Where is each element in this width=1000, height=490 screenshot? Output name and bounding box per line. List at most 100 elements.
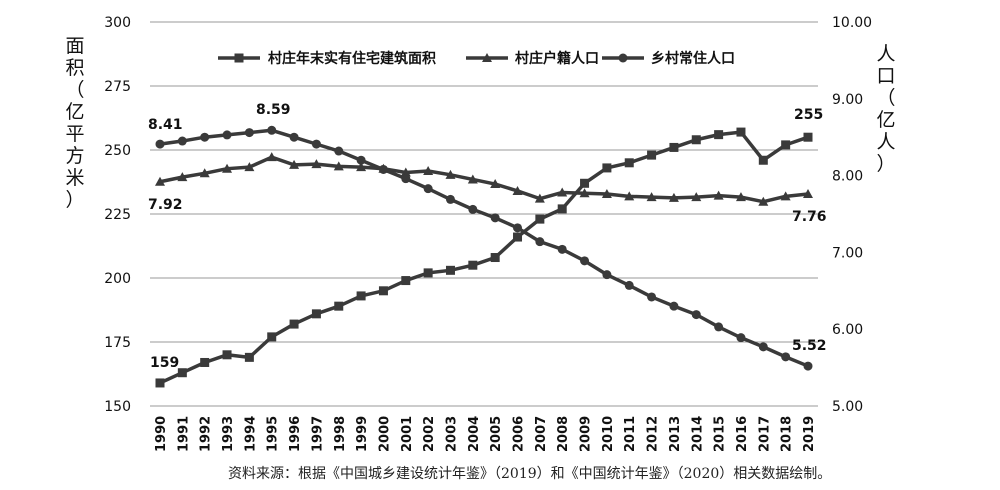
point-triangle (803, 189, 813, 199)
point-circle (468, 204, 478, 214)
legend-label: 乡村常住人口 (651, 50, 735, 67)
point-circle (222, 130, 232, 140)
point-circle (624, 280, 634, 290)
x-tick-label: 2005 (489, 416, 504, 452)
point-square (311, 309, 321, 319)
point-square (691, 135, 701, 145)
point-circle (334, 146, 344, 156)
point-square (334, 301, 344, 311)
point-square (401, 276, 411, 286)
x-tick-label: 1998 (333, 416, 348, 452)
series-lines (155, 125, 813, 388)
data-annotations: 8.41 8.59 7.92 159 255 7.76 5.52 (148, 102, 827, 371)
point-circle (580, 256, 590, 266)
point-triangle (199, 168, 210, 178)
point-circle (356, 155, 366, 165)
x-tick-label: 2002 (422, 416, 437, 452)
point-circle (691, 310, 701, 320)
point-square (758, 155, 768, 165)
point-square (490, 253, 500, 263)
point-triangle (356, 162, 367, 172)
x-tick-label: 2000 (377, 416, 392, 452)
point-circle (177, 136, 187, 146)
point-square (714, 130, 724, 140)
x-tick-label: 2018 (780, 416, 795, 452)
point-square (624, 158, 634, 168)
point-triangle (177, 172, 188, 182)
point-square (445, 265, 455, 275)
point-triangle (445, 169, 456, 179)
point-square (289, 319, 299, 329)
x-tick-label: 2003 (444, 416, 459, 452)
left-tick-label: 175 (104, 335, 131, 351)
x-tick-label: 2013 (668, 416, 683, 452)
point-triangle (244, 162, 255, 172)
point-circle (602, 270, 612, 280)
right-tick-label: 5.00 (832, 399, 863, 415)
point-circle (557, 244, 567, 254)
legend: 村庄年末实有住宅建筑面积 村庄户籍人口 乡村常住人口 (218, 50, 735, 67)
point-square (267, 332, 277, 342)
point-triangle (467, 174, 478, 184)
point-triangle (691, 192, 702, 202)
x-tick-label: 2006 (512, 416, 527, 452)
annotation-label: 5.52 (792, 338, 827, 354)
x-tick-label: 2014 (690, 416, 705, 452)
point-square (356, 291, 366, 301)
point-square (222, 350, 232, 360)
x-tick-label: 2016 (735, 416, 750, 452)
point-triangle (735, 192, 746, 202)
point-triangle (601, 189, 612, 199)
point-square (647, 150, 657, 160)
left-tick-label: 150 (104, 399, 131, 415)
x-tick-label: 2007 (534, 416, 549, 452)
point-triangle (423, 165, 434, 175)
annotation-label: 255 (794, 107, 823, 123)
point-circle (289, 132, 299, 142)
x-tick-label: 1996 (288, 416, 303, 452)
left-tick-label: 300 (104, 15, 131, 31)
annotation-label: 7.92 (148, 197, 183, 213)
point-circle (535, 237, 545, 247)
point-triangle (668, 192, 679, 202)
right-axis-ticks: 5.00 6.00 7.00 8.00 9.00 10.00 (832, 15, 872, 415)
point-square (513, 232, 523, 242)
point-circle (513, 223, 523, 233)
annotation-label: 8.41 (148, 117, 183, 133)
right-tick-label: 8.00 (832, 169, 863, 185)
point-triangle (646, 192, 657, 202)
point-square (803, 132, 813, 142)
point-square (557, 204, 567, 214)
point-circle (423, 184, 433, 194)
annotation-label: 159 (150, 355, 179, 371)
point-circle (267, 125, 277, 135)
point-square (736, 127, 746, 137)
x-tick-label: 2009 (579, 416, 594, 452)
series-line (159, 155, 809, 204)
right-tick-label: 6.00 (832, 322, 863, 338)
point-square (602, 163, 612, 173)
point-circle (490, 213, 500, 223)
point-triangle (557, 187, 568, 197)
point-triangle (266, 152, 277, 162)
line-chart: 150 175 200 225 250 275 300 5.00 6.00 7.00 8.00 9.… (65, 15, 895, 452)
right-tick-label: 9.00 (832, 92, 863, 108)
point-triangle (758, 196, 769, 206)
point-square (155, 378, 165, 388)
series-2 (155, 125, 813, 371)
left-tick-label: 250 (104, 143, 131, 159)
point-square (423, 268, 433, 278)
left-axis-ticks: 150 175 200 225 250 275 300 (104, 15, 131, 415)
point-triangle (311, 159, 322, 169)
point-square (468, 260, 478, 270)
x-tick-label: 1992 (199, 416, 214, 452)
point-circle (244, 128, 254, 138)
x-tick-label: 1997 (310, 416, 325, 452)
point-square (781, 140, 791, 150)
gridlines (150, 21, 818, 407)
point-triangle (155, 176, 165, 186)
point-circle (378, 164, 388, 174)
point-square (669, 142, 679, 152)
x-tick-label: 2008 (556, 416, 571, 452)
x-tick-label: 1995 (266, 416, 281, 452)
